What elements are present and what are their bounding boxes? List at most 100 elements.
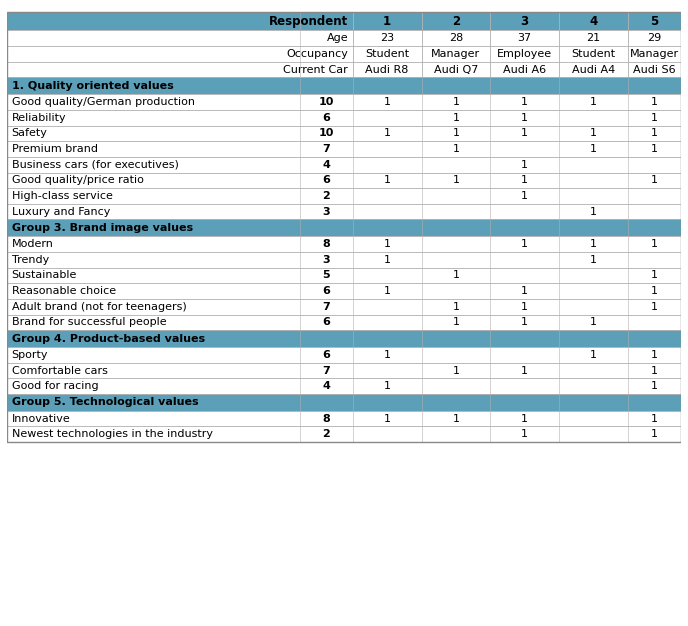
Text: 8: 8 <box>323 414 330 424</box>
Text: Group 5. Technological values: Group 5. Technological values <box>12 398 198 408</box>
Text: 8: 8 <box>323 239 330 249</box>
Text: Audi R8: Audi R8 <box>365 64 409 74</box>
Text: Safety: Safety <box>12 128 47 138</box>
Text: 1: 1 <box>453 302 460 312</box>
Text: 1: 1 <box>651 239 658 249</box>
Text: Good quality/price ratio: Good quality/price ratio <box>12 175 144 185</box>
Text: 1: 1 <box>453 144 460 154</box>
Bar <box>7 378 681 394</box>
Bar <box>7 141 681 157</box>
Bar <box>7 173 681 188</box>
Text: 1: 1 <box>384 414 391 424</box>
Text: Group 3. Brand image values: Group 3. Brand image values <box>12 223 193 233</box>
Text: 1: 1 <box>522 414 528 424</box>
Text: 1: 1 <box>453 128 460 138</box>
Bar <box>422 13 491 31</box>
Bar <box>7 126 681 141</box>
Text: 1: 1 <box>453 270 460 280</box>
Bar <box>353 62 422 78</box>
Text: 7: 7 <box>323 366 330 376</box>
Text: 1: 1 <box>590 97 597 107</box>
Text: 1: 1 <box>651 350 658 360</box>
Text: 1: 1 <box>384 175 391 185</box>
Text: Current Car: Current Car <box>283 64 348 74</box>
Bar <box>7 188 681 204</box>
Text: Reliability: Reliability <box>12 113 66 123</box>
Text: 1: 1 <box>590 128 597 138</box>
Text: 1: 1 <box>384 286 391 296</box>
Bar <box>491 62 559 78</box>
Text: 1: 1 <box>453 414 460 424</box>
Text: 2: 2 <box>323 191 330 201</box>
Text: Audi S6: Audi S6 <box>633 64 676 74</box>
Text: Employee: Employee <box>497 49 552 59</box>
Bar <box>7 204 681 220</box>
Text: 1: 1 <box>384 350 391 360</box>
Text: 4: 4 <box>323 381 330 391</box>
Text: 1: 1 <box>522 302 528 312</box>
Text: Audi A6: Audi A6 <box>503 64 546 74</box>
Bar <box>7 13 681 442</box>
Text: 6: 6 <box>323 286 330 296</box>
Text: 1: 1 <box>383 15 391 28</box>
Text: 1: 1 <box>453 97 460 107</box>
Text: 5: 5 <box>650 15 658 28</box>
Text: 21: 21 <box>586 33 601 43</box>
Text: 6: 6 <box>323 175 330 185</box>
Bar <box>422 31 491 46</box>
Text: 1: 1 <box>522 239 528 249</box>
Bar <box>7 31 353 46</box>
Text: 10: 10 <box>319 128 334 138</box>
Text: 3: 3 <box>521 15 529 28</box>
Bar <box>7 347 681 362</box>
Text: 1: 1 <box>590 239 597 249</box>
Text: 1: 1 <box>522 97 528 107</box>
Bar <box>7 46 353 62</box>
Text: Premium brand: Premium brand <box>12 144 98 154</box>
Text: 7: 7 <box>323 302 330 312</box>
Text: 1: 1 <box>522 429 528 439</box>
Text: Good quality/German production: Good quality/German production <box>12 97 195 107</box>
Text: 1: 1 <box>384 255 391 265</box>
Text: Manager: Manager <box>630 49 679 59</box>
Bar <box>7 394 681 411</box>
Bar <box>7 62 353 78</box>
Text: Manager: Manager <box>431 49 480 59</box>
Text: 1: 1 <box>522 366 528 376</box>
Text: 1: 1 <box>522 113 528 123</box>
Text: Sporty: Sporty <box>12 350 48 360</box>
Text: 1: 1 <box>590 207 597 217</box>
Text: 1: 1 <box>590 144 597 154</box>
Text: 1: 1 <box>651 414 658 424</box>
Text: 23: 23 <box>380 33 394 43</box>
Bar <box>353 31 422 46</box>
Text: 1: 1 <box>651 175 658 185</box>
Text: 1: 1 <box>522 160 528 170</box>
Text: 1: 1 <box>651 113 658 123</box>
Text: 1: 1 <box>651 128 658 138</box>
Text: Age: Age <box>326 33 348 43</box>
Text: Occupancy: Occupancy <box>286 49 348 59</box>
Text: 1: 1 <box>522 128 528 138</box>
Text: Adult brand (not for teenagers): Adult brand (not for teenagers) <box>12 302 186 312</box>
Text: 37: 37 <box>517 33 532 43</box>
Text: Sustainable: Sustainable <box>12 270 77 280</box>
Bar <box>559 62 628 78</box>
Bar <box>7 267 681 283</box>
Text: 28: 28 <box>449 33 463 43</box>
Text: Trendy: Trendy <box>12 255 49 265</box>
Text: Respondent: Respondent <box>269 15 348 28</box>
Text: 1: 1 <box>522 191 528 201</box>
Bar <box>7 362 681 378</box>
Text: 1: 1 <box>590 317 597 327</box>
Text: Innovative: Innovative <box>12 414 70 424</box>
Text: 2: 2 <box>452 15 460 28</box>
Text: 1: 1 <box>384 239 391 249</box>
Text: 1: 1 <box>453 317 460 327</box>
Bar <box>353 46 422 62</box>
Bar <box>353 13 422 31</box>
Text: Newest technologies in the industry: Newest technologies in the industry <box>12 429 213 439</box>
Bar <box>7 95 681 110</box>
Bar <box>7 236 681 252</box>
Text: 1: 1 <box>651 286 658 296</box>
